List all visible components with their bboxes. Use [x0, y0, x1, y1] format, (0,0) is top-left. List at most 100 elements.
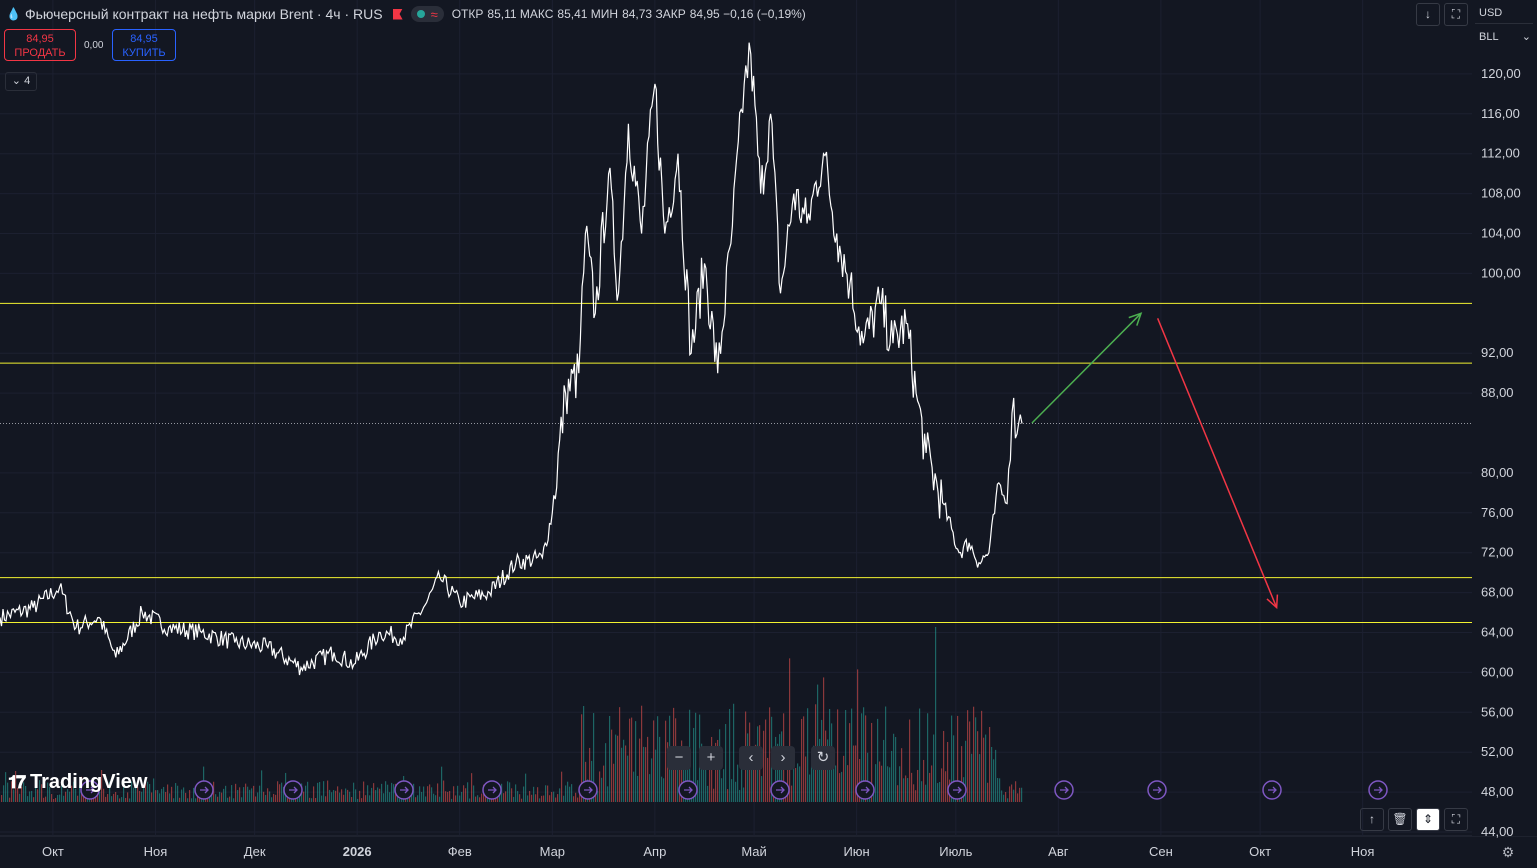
delete-button[interactable]: 🗑 — [1388, 808, 1412, 831]
tradingview-logo[interactable]: 𝟏𝟕 TradingView — [8, 771, 147, 794]
volume-bar — [755, 744, 757, 802]
volume-bar — [931, 765, 933, 802]
volume-bar — [741, 751, 743, 802]
volume-bar — [787, 748, 789, 802]
volume-bar — [641, 705, 643, 802]
auto-scale-button[interactable]: ⇕ — [1416, 808, 1440, 831]
volume-bar — [47, 782, 49, 802]
volume-bar — [393, 784, 395, 802]
fullscreen-button[interactable]: ⛶ — [1444, 3, 1468, 26]
volume-bar — [1011, 784, 1013, 802]
volume-bar — [861, 713, 863, 802]
price-axis-label: 80,00 — [1481, 465, 1514, 480]
volume-bar — [1015, 781, 1017, 802]
volume-bar — [897, 785, 899, 802]
volume-bar — [789, 658, 791, 802]
volume-bar — [451, 798, 453, 802]
volume-bar — [273, 793, 275, 802]
currency-selector[interactable]: USD — [1475, 2, 1533, 24]
volume-bar — [1019, 787, 1021, 802]
volume-bar — [543, 795, 545, 802]
volume-bar — [383, 793, 385, 802]
volume-bar — [533, 786, 535, 802]
zoom-out-button[interactable]: − — [667, 746, 691, 770]
trend-arrow-head — [1266, 594, 1279, 610]
volume-bar — [113, 793, 115, 802]
volume-bar — [629, 718, 631, 802]
volume-bar — [303, 791, 305, 802]
scroll-right-button[interactable]: › — [771, 746, 795, 770]
indicators-count: 4 — [24, 75, 31, 87]
gear-icon: ⚙ — [1501, 844, 1515, 860]
volume-bar — [841, 771, 843, 802]
volume-bar — [1009, 786, 1011, 802]
volume-bar — [129, 798, 131, 802]
volume-bar — [437, 783, 439, 802]
volume-bar — [257, 792, 259, 802]
scroll-left-button[interactable]: ‹ — [739, 746, 763, 770]
volume-bar — [609, 715, 611, 802]
volume-bar — [943, 730, 945, 802]
unit-selector[interactable]: BLL ⌄ — [1475, 26, 1533, 48]
volume-bar — [15, 770, 17, 802]
volume-bar — [977, 731, 979, 802]
volume-bar — [317, 782, 319, 802]
chart-settings-button[interactable]: ⚙ — [1498, 842, 1518, 862]
volume-bar — [77, 795, 79, 802]
flag-icon[interactable] — [392, 8, 403, 20]
sell-button[interactable]: 84,95 ПРОДАТЬ — [4, 29, 76, 61]
price-axis-bg — [1472, 0, 1537, 836]
symbol-title[interactable]: Фьючерсный контракт на нефть марки Brent… — [24, 6, 383, 22]
volume-bar — [341, 789, 343, 802]
volume-bar — [617, 735, 619, 802]
price-axis-label: 56,00 — [1481, 704, 1514, 719]
event-marker-arrow — [86, 786, 95, 794]
volume-bar — [227, 797, 229, 802]
volume-bar — [871, 722, 873, 802]
volume-bar — [33, 797, 35, 802]
price-axis-label: 88,00 — [1481, 385, 1514, 400]
volume-bar — [969, 721, 971, 802]
volume-bar — [717, 739, 719, 802]
volume-bar — [431, 787, 433, 802]
volume-bar — [857, 669, 859, 802]
volume-bar — [153, 778, 155, 802]
open-value: 85,11 — [487, 7, 517, 21]
volume-bar — [329, 789, 331, 802]
close-label: ЗАКР — [655, 7, 686, 21]
volume-bar — [167, 784, 169, 802]
volume-bar — [145, 779, 147, 802]
volume-bar — [409, 795, 411, 802]
volume-bar — [957, 715, 959, 802]
price-axis-label: 108,00 — [1481, 186, 1521, 201]
volume-bar — [433, 793, 435, 802]
volume-bar — [545, 785, 547, 802]
volume-bar — [985, 734, 987, 802]
indicators-collapse-button[interactable]: ⌄ 4 — [5, 72, 37, 91]
volume-bar — [385, 781, 387, 802]
volume-bar — [625, 745, 627, 802]
fit-screen-button[interactable]: ⛶ — [1444, 808, 1468, 831]
volume-bar — [417, 795, 419, 802]
time-axis-label: Мар — [540, 844, 565, 859]
volume-bar — [239, 787, 241, 802]
volume-bar — [17, 787, 19, 802]
volume-bar — [355, 789, 357, 802]
market-status-pill[interactable]: ≈ — [410, 6, 444, 22]
volume-bar — [883, 739, 885, 802]
zoom-in-button[interactable]: + — [699, 746, 723, 770]
volume-bar — [573, 796, 575, 802]
buy-button[interactable]: 84,95 КУПИТЬ — [112, 29, 176, 61]
reset-chart-button[interactable]: ↻ — [811, 746, 835, 770]
volume-bar — [155, 790, 157, 802]
download-arrow-button[interactable]: ↓ — [1416, 3, 1440, 26]
volume-bar — [69, 791, 71, 802]
volume-bar — [799, 766, 801, 802]
scroll-up-button[interactable]: ↑ — [1360, 808, 1384, 831]
volume-bar — [667, 742, 669, 802]
event-marker-arrow — [1060, 786, 1069, 794]
volume-bar — [679, 758, 681, 802]
volume-bar — [223, 788, 225, 802]
volume-bar — [45, 796, 47, 802]
